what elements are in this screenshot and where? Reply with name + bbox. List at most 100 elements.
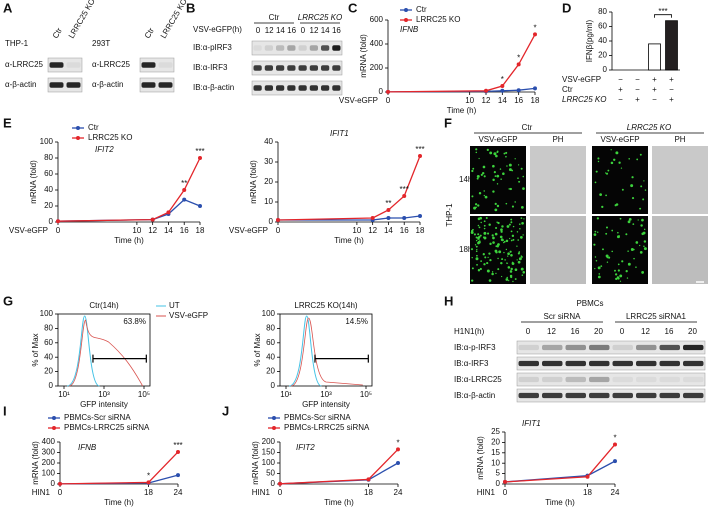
gfp-cell <box>495 251 498 254</box>
lane-label: LRRC25 KO <box>159 0 189 40</box>
gfp-cell <box>518 180 521 183</box>
y-axis-label: IFNβ(pg/ml) <box>585 19 594 62</box>
blot-band <box>158 62 173 68</box>
x-tick-label: 0 <box>58 488 63 497</box>
gfp-cell <box>506 165 508 167</box>
y-tick-label: 30 <box>264 157 273 166</box>
series-line <box>57 157 201 222</box>
gfp-cell <box>640 185 643 188</box>
blot-band <box>589 392 610 399</box>
blot-band <box>565 360 586 367</box>
gfp-cell <box>475 257 479 261</box>
y-tick-label: 80 <box>598 7 607 16</box>
blot-band <box>276 45 285 51</box>
gfp-cell <box>495 154 498 158</box>
data-point <box>366 477 371 482</box>
gfp-cell <box>522 175 525 178</box>
micrograph <box>530 216 586 284</box>
y-tick-label: 60 <box>598 22 607 31</box>
x-tick-label: 10 <box>132 226 141 235</box>
row-label: IB:α-p-IRF3 <box>454 343 496 352</box>
gfp-cell <box>519 227 521 230</box>
data-point <box>396 461 400 465</box>
gfp-cell <box>503 251 505 254</box>
blot-band <box>683 376 704 383</box>
gfp-cell <box>511 262 515 266</box>
data-point <box>176 449 180 454</box>
row-label: α-LRRC25 <box>5 60 44 69</box>
column-label: VSV-eGFP <box>478 135 517 144</box>
gfp-cell <box>483 190 485 192</box>
condition-sign: − <box>635 85 640 94</box>
gfp-cell <box>512 225 515 228</box>
row-label: α-β-actin <box>5 80 36 89</box>
y-tick-label: 20 <box>491 438 500 447</box>
blot-band <box>683 360 704 367</box>
gfp-cell <box>478 240 481 242</box>
column-label: PH <box>552 135 563 144</box>
lane-label: 12 <box>310 26 319 35</box>
plot-title: Ctr(14h) <box>89 301 119 310</box>
blot-band <box>542 376 563 383</box>
gfp-cell <box>627 262 631 266</box>
data-point <box>500 88 505 93</box>
y-tick-label: 0 <box>49 381 54 390</box>
blot-band <box>253 45 262 51</box>
gfp-cell <box>496 221 498 223</box>
gfp-cell <box>606 261 609 263</box>
legend-label: UT <box>169 301 180 310</box>
x-tick-label: 16 <box>180 226 189 235</box>
data-point <box>182 197 187 202</box>
data-point <box>278 481 282 486</box>
gfp-cell <box>486 269 490 273</box>
gfp-cell <box>619 280 622 282</box>
gfp-cell <box>605 226 609 229</box>
data-point <box>484 88 488 93</box>
lane-label: LRRC25 KO <box>67 0 97 40</box>
significance: * <box>147 472 150 481</box>
y-axis-label: mRNA (fold) <box>29 160 38 204</box>
significance-bracket <box>654 14 672 18</box>
gfp-cell <box>486 148 489 152</box>
x-tick-label: 16 <box>400 226 409 235</box>
blot-strip <box>47 57 83 73</box>
panel-letter: J <box>222 403 229 418</box>
gfp-cell <box>489 151 493 155</box>
x-tick-label: 0 <box>386 96 391 105</box>
gfp-cell <box>501 258 504 261</box>
gfp-cell <box>471 195 474 198</box>
series-line <box>504 444 616 483</box>
bar <box>665 20 678 71</box>
gfp-cell <box>596 217 599 220</box>
legend-marker <box>52 416 56 420</box>
gfp-cell <box>520 267 524 271</box>
data-point <box>396 447 400 452</box>
data-point <box>613 442 617 447</box>
blot-band <box>542 344 563 351</box>
data-point <box>418 154 422 158</box>
x-tick-label: 24 <box>394 488 403 497</box>
gfp-cell <box>520 255 523 257</box>
gfp-cell <box>494 232 498 236</box>
blot-band <box>309 85 318 91</box>
x-tick-label: 0 <box>278 488 283 497</box>
panel-letter: H <box>444 293 453 308</box>
gfp-cell <box>475 151 478 154</box>
gfp-cell <box>500 178 502 180</box>
gfp-cell <box>482 165 486 169</box>
gfp-cell <box>510 230 513 233</box>
panel-letter: G <box>3 293 13 308</box>
blot-band <box>298 85 307 91</box>
lane-label: 0 <box>526 327 531 336</box>
gfp-cell <box>483 224 486 227</box>
gfp-cell <box>601 205 604 209</box>
gfp-cell <box>618 235 621 237</box>
significance: *** <box>415 145 424 154</box>
blot-band <box>636 360 657 367</box>
gfp-cell <box>625 270 628 273</box>
gfp-cell <box>512 280 514 283</box>
gfp-cell <box>492 178 495 182</box>
blot-strip <box>251 40 343 56</box>
gfp-cell <box>614 204 617 207</box>
x-tick-label: 14 <box>164 226 173 235</box>
